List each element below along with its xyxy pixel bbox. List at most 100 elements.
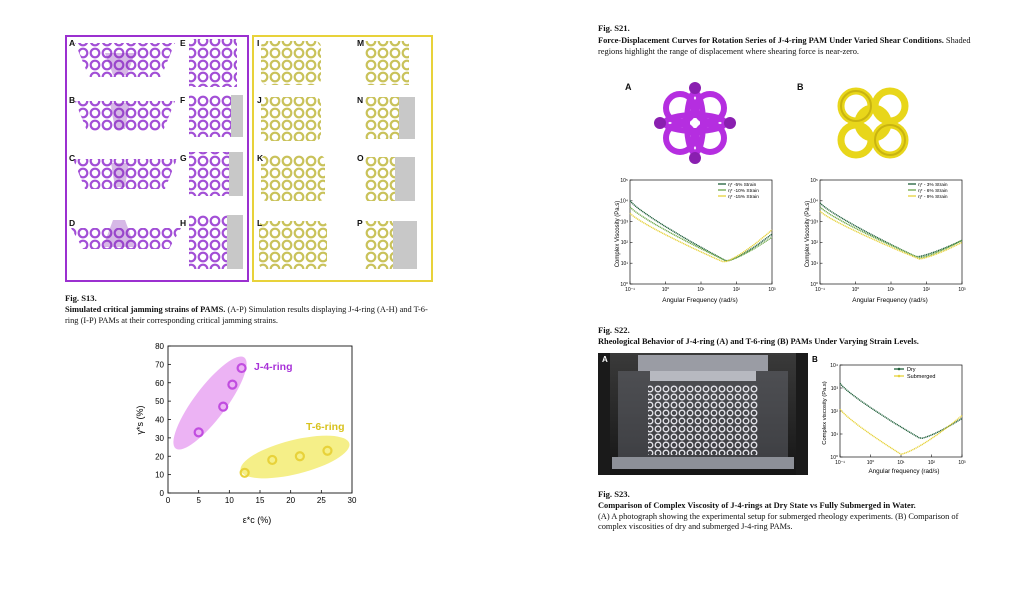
rheo-a-xlabel: Angular Frequency (rad/s) <box>662 297 738 304</box>
t6-ring-label: T-6-ring <box>306 421 345 433</box>
rheo-ytick: 10¹ <box>811 261 819 267</box>
panel-letter-h: H <box>180 218 186 228</box>
rheology-chart-a: Complex Viscosity (Pa.s) Angular Frequen… <box>600 172 782 310</box>
visc-ylabel: Complex viscosity (Pa.s) <box>822 381 828 445</box>
jam-ytick: 70 <box>155 360 164 369</box>
jam-ylabel: γ*s (%) <box>135 405 145 434</box>
rheo-b-legend-3: η* - 9% Strain <box>918 194 948 200</box>
rheometer-photo: A <box>598 353 808 475</box>
rheo-xtick: 10² <box>923 287 931 293</box>
rheo-ytick: 10⁰ <box>620 282 628 288</box>
panel-letter-d: D <box>69 218 75 228</box>
j4-ring-point <box>227 379 238 390</box>
rheo-xtick: 10² <box>928 460 936 466</box>
visc-legend-submerged: Submerged <box>907 374 935 380</box>
jam-ytick: 20 <box>155 452 164 461</box>
panel-letter-k: K <box>257 153 264 163</box>
fig-s23-caption: Comparison of Complex Viscosity of J-4-r… <box>598 501 982 533</box>
photo-panel-a: A <box>602 355 608 364</box>
rheo-ytick: 10¹ <box>831 432 839 438</box>
panel-letter-p: P <box>357 218 363 228</box>
jam-xtick: 25 <box>317 496 326 505</box>
fig-s21-title: Force-Displacement Curves for Rotation S… <box>598 36 944 45</box>
rheo-ytick: 10² <box>621 240 629 246</box>
jam-xtick: 0 <box>166 496 171 505</box>
rheo-b-legend-2: η* - 6% Strain <box>918 188 948 194</box>
rheo-xtick: 10⁻¹ <box>835 460 845 466</box>
jam-ytick: 50 <box>155 397 164 406</box>
jam-xtick: 5 <box>196 496 201 505</box>
fig-s22-label: Fig. S22. <box>598 325 630 335</box>
rheo-xtick: 10¹ <box>887 287 895 293</box>
rheo-series-line <box>629 212 773 263</box>
rheo-ytick: 10⁴ <box>620 199 628 205</box>
rheo-series-line <box>819 206 963 259</box>
rheo-xtick: 10⁻¹ <box>815 287 825 293</box>
t6-ring-frame <box>252 35 433 282</box>
rheo-ytick: 10⁵ <box>810 178 818 184</box>
fig-s21-label: Fig. S21. <box>598 23 630 33</box>
fig-s21-caption: Force-Displacement Curves for Rotation S… <box>598 36 980 57</box>
jam-xtick: 15 <box>256 496 265 505</box>
rheo-xtick: 10⁰ <box>867 460 875 466</box>
rheo-a-ylabel: Complex Viscosity (Pa.s) <box>615 201 621 268</box>
j4-front-views <box>189 39 243 269</box>
fig-s22-caption: Rheological Behavior of J-4-ring (A) and… <box>598 337 998 348</box>
t6-ring-render <box>830 80 916 166</box>
t6-side-views <box>259 41 327 269</box>
fig-s13-body: (A-P) Simulation results displaying J-4-… <box>65 305 428 325</box>
j4-ring-point <box>236 362 247 374</box>
rheo-xtick: 10¹ <box>897 460 905 466</box>
rheo-ytick: 10⁴ <box>810 199 818 205</box>
rheo-xtick: 10⁰ <box>852 287 860 293</box>
rheo-xtick: 10¹ <box>697 287 705 293</box>
panel-letter-a: A <box>69 38 75 48</box>
jam-ytick: 0 <box>160 489 165 498</box>
rheo-ytick: 10⁵ <box>620 178 628 184</box>
rheo-series-line <box>629 206 773 262</box>
panel-letter-m: M <box>357 38 364 48</box>
jam-xtick: 10 <box>225 496 234 505</box>
panel-letter-j: J <box>257 95 262 105</box>
rheo-xtick: 10³ <box>958 460 966 466</box>
fig-s22-title: Rheological Behavior of J-4-ring (A) and… <box>598 337 919 346</box>
fig-s13-panels: A B C D E F G H I J K L M N O P <box>65 35 433 282</box>
panel-letter-i: I <box>257 38 259 48</box>
rheo-xtick: 10² <box>733 287 741 293</box>
j4-ring-frame <box>65 35 249 282</box>
j4-ring-render <box>650 78 740 168</box>
fig-s23-body: (A) A photograph showing the experimenta… <box>598 511 959 532</box>
jam-ytick: 60 <box>155 379 164 388</box>
rheo-xtick: 10³ <box>768 287 776 293</box>
visc-panel-b: B <box>812 355 818 364</box>
rheo-a-legend-3: η* -15% Strain <box>728 194 759 200</box>
rheo-series-line <box>819 210 963 260</box>
viscosity-chart: B Complex viscosity (Pa.s) Angular frequ… <box>812 353 968 477</box>
j4-ring-ellipse <box>173 356 247 450</box>
fig-s21-body: Shaded regions highlight the range of di… <box>598 36 971 56</box>
fig-s21-panel-a: A <box>625 82 632 92</box>
rheo-b-ylabel: Complex Viscosity (Pa.s) <box>805 201 811 268</box>
rheology-chart-b: Complex Viscosity (Pa.s) Angular Frequen… <box>790 172 972 310</box>
panel-letter-c: C <box>69 153 75 163</box>
panel-letter-o: O <box>357 153 364 163</box>
t6-ring-point <box>267 454 278 466</box>
jam-xtick: 30 <box>348 496 357 505</box>
rheo-plot-frame <box>839 364 963 458</box>
j4-side-views <box>71 43 181 249</box>
panel-letter-g: G <box>180 153 187 163</box>
rheo-xtick: 10⁻¹ <box>625 287 635 293</box>
fig-s13-caption: Simulated critical jamming strains of PA… <box>65 305 435 326</box>
panel-letter-e: E <box>180 38 186 48</box>
t6-front-views <box>365 41 417 269</box>
rheo-a-legend-2: η* -10% Strain <box>728 188 759 194</box>
rheo-series-line <box>629 200 773 262</box>
t6-ring-point <box>294 451 305 462</box>
rheo-ytick: 10² <box>811 240 819 246</box>
fig-s23-label: Fig. S23. <box>598 489 630 499</box>
j4-ring-point <box>193 427 204 438</box>
t6-ring-point <box>239 467 250 478</box>
jam-ytick: 80 <box>155 342 164 351</box>
rheo-ytick: 10⁴ <box>830 363 838 369</box>
rheo-series-line <box>839 408 963 455</box>
